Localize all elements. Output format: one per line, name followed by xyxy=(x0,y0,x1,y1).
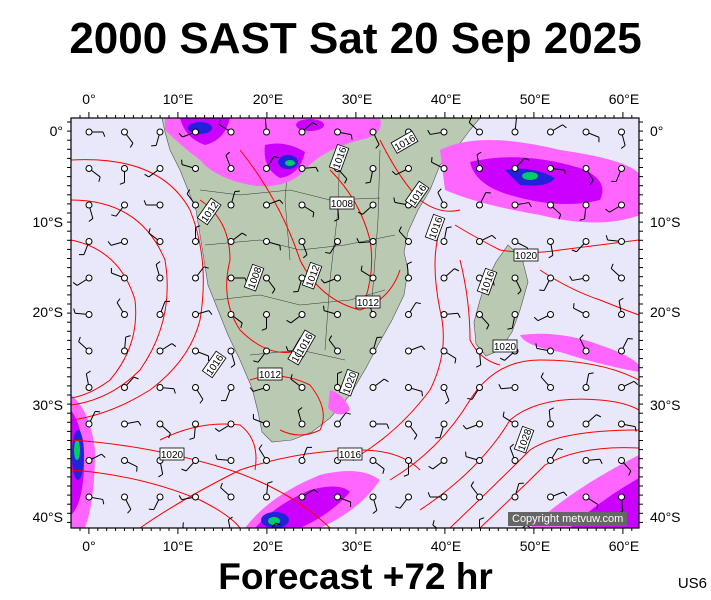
lon-label-bottom: 20°E xyxy=(253,538,284,554)
lat-label-left: 40°S xyxy=(32,509,63,525)
isobar-label-box xyxy=(492,339,518,353)
isobar-label: 1020 xyxy=(492,339,518,353)
isobar-label: 1020 xyxy=(159,447,185,461)
frame-ticks xyxy=(67,112,643,534)
africa-land xyxy=(161,118,481,443)
isobar-label-box xyxy=(257,367,283,381)
isobar-label-box xyxy=(338,368,360,397)
lon-label-top: 40°E xyxy=(431,91,462,107)
isobar-label-text: 1012 xyxy=(357,298,380,309)
isobar-label-box xyxy=(301,261,323,290)
isobar-label-box xyxy=(328,143,350,172)
isobar-label-box xyxy=(292,329,316,358)
lon-label-top: 50°E xyxy=(520,91,551,107)
isobar-label-box xyxy=(476,267,498,296)
lon-label-top: 30°E xyxy=(342,91,373,107)
lat-label-right: 40°S xyxy=(650,509,681,525)
precipitation xyxy=(71,118,639,528)
isobar-label-box xyxy=(159,447,185,461)
isobar-label: 1008 xyxy=(329,196,355,210)
isobar-label-box xyxy=(196,197,222,226)
isobar-label-box xyxy=(513,425,535,454)
lon-label-top: 0° xyxy=(82,91,95,107)
top-longitude-labels: 0° 10°E 20°E 30°E 40°E 50°E 60°E xyxy=(82,91,639,107)
isobar-label-box xyxy=(201,350,227,379)
isobar-label-text: 1020 xyxy=(515,251,538,262)
bottom-longitude-labels: 0° 10°E 20°E 30°E 40°E 50°E 60°E xyxy=(82,538,639,554)
isobar-label-text: 1020 xyxy=(494,342,517,353)
lat-label-left: 30°S xyxy=(32,397,63,413)
lat-label-left: 20°S xyxy=(32,304,63,320)
isobar-label-box xyxy=(337,447,363,461)
lat-label-right: 30°S xyxy=(650,397,681,413)
isobar-label: 1012 xyxy=(257,367,283,381)
isobar-label-text: 1016 xyxy=(339,450,362,461)
lon-label-top: 60°E xyxy=(609,91,640,107)
lon-label-top: 20°E xyxy=(253,91,284,107)
isobar-labels: 1012101610161016101610081012100810121020… xyxy=(159,130,539,461)
left-latitude-labels: 0° 10°S 20°S 30°S 40°S xyxy=(32,123,63,525)
map-frame xyxy=(70,117,640,529)
lat-label-right: 10°S xyxy=(650,214,681,230)
right-latitude-labels: 0° 10°S 20°S 30°S 40°S xyxy=(650,123,681,525)
wind-barbs xyxy=(72,118,639,528)
lon-label-bottom: 60°E xyxy=(609,538,640,554)
isobar-label-box xyxy=(404,180,430,209)
isobar-label-text: 1008 xyxy=(331,199,354,210)
isobar-label-text: 1020 xyxy=(161,450,184,461)
lat-label-left: 10°S xyxy=(32,214,63,230)
isobar-label: 1012 xyxy=(355,295,381,309)
lat-label-left: 0° xyxy=(50,123,63,139)
isobar-label-box xyxy=(424,213,446,242)
forecast-label: Forecast +72 hr xyxy=(218,556,493,597)
lon-label-bottom: 10°E xyxy=(163,538,194,554)
lon-label-bottom: 50°E xyxy=(520,538,551,554)
isobar-label-box xyxy=(355,295,381,309)
map-title: 2000 SAST Sat 20 Sep 2025 xyxy=(69,14,642,63)
isobar-label-box xyxy=(390,130,419,154)
isobar-label-text: 1012 xyxy=(259,370,282,381)
copyright-label: Copyright metvuw.com xyxy=(508,512,628,526)
lat-label-right: 0° xyxy=(650,123,663,139)
isobar-label: 1016 xyxy=(337,447,363,461)
isobar-label-box xyxy=(243,263,265,292)
model-code: US6 xyxy=(677,575,707,592)
lon-label-bottom: 0° xyxy=(82,538,95,554)
lon-label-bottom: 40°E xyxy=(431,538,462,554)
lon-label-bottom: 30°E xyxy=(342,538,373,554)
isobar-label-box xyxy=(329,196,355,210)
lat-label-right: 20°S xyxy=(650,304,681,320)
lon-label-top: 10°E xyxy=(163,91,194,107)
isobar-label-box xyxy=(513,248,539,262)
isobar-label: 1020 xyxy=(513,248,539,262)
